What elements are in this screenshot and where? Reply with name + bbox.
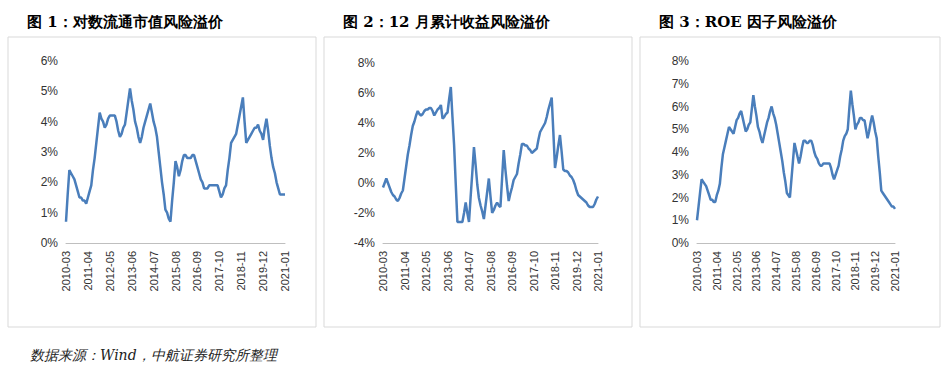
svg-text:2021-01: 2021-01 xyxy=(592,251,604,291)
svg-text:2011-04: 2011-04 xyxy=(399,251,411,291)
svg-text:2015-08: 2015-08 xyxy=(170,251,182,291)
svg-text:2013-06: 2013-06 xyxy=(442,251,454,291)
svg-text:2017-10: 2017-10 xyxy=(528,251,540,291)
svg-text:6%: 6% xyxy=(358,86,376,100)
svg-text:2019-12: 2019-12 xyxy=(571,251,583,291)
svg-text:2016-09: 2016-09 xyxy=(506,251,518,291)
svg-text:0%: 0% xyxy=(672,236,690,250)
svg-text:2017-10: 2017-10 xyxy=(213,251,225,291)
svg-text:7%: 7% xyxy=(672,77,690,91)
svg-text:2016-09: 2016-09 xyxy=(810,251,822,291)
svg-text:2010-03: 2010-03 xyxy=(60,251,72,291)
svg-text:2%: 2% xyxy=(41,175,59,189)
svg-text:8%: 8% xyxy=(672,54,690,68)
svg-text:1%: 1% xyxy=(672,213,690,227)
svg-text:2021-01: 2021-01 xyxy=(279,251,291,291)
svg-text:2010-03: 2010-03 xyxy=(377,251,389,291)
svg-text:5%: 5% xyxy=(672,122,690,136)
svg-text:数据来源：Wind，中航证券研究所整理: 数据来源：Wind，中航证券研究所整理 xyxy=(30,347,279,363)
svg-text:4%: 4% xyxy=(41,115,59,129)
svg-text:图 2：12 月累计收益风险溢价: 图 2：12 月累计收益风险溢价 xyxy=(343,13,551,31)
svg-text:2012-05: 2012-05 xyxy=(731,251,743,291)
svg-text:2014-07: 2014-07 xyxy=(463,251,475,291)
svg-text:6%: 6% xyxy=(672,100,690,114)
svg-text:-2%: -2% xyxy=(354,206,376,220)
svg-text:2021-01: 2021-01 xyxy=(889,251,901,291)
svg-text:3%: 3% xyxy=(672,168,690,182)
svg-text:4%: 4% xyxy=(672,145,690,159)
svg-text:图 3：ROE 因子风险溢价: 图 3：ROE 因子风险溢价 xyxy=(659,13,838,31)
svg-text:2011-04: 2011-04 xyxy=(82,251,94,291)
svg-text:2014-07: 2014-07 xyxy=(148,251,160,291)
svg-text:2010-03: 2010-03 xyxy=(691,251,703,291)
svg-text:2015-08: 2015-08 xyxy=(790,251,802,291)
svg-text:3%: 3% xyxy=(41,145,59,159)
svg-text:2013-06: 2013-06 xyxy=(126,251,138,291)
svg-text:2012-05: 2012-05 xyxy=(420,251,432,291)
svg-text:-4%: -4% xyxy=(354,236,376,250)
svg-text:2016-09: 2016-09 xyxy=(191,251,203,291)
svg-text:2%: 2% xyxy=(672,191,690,205)
svg-text:6%: 6% xyxy=(41,54,59,68)
svg-text:1%: 1% xyxy=(41,206,59,220)
svg-text:2018-11: 2018-11 xyxy=(549,251,561,291)
svg-text:0%: 0% xyxy=(358,176,376,190)
svg-text:2018-11: 2018-11 xyxy=(235,251,247,291)
svg-text:2012-05: 2012-05 xyxy=(104,251,116,291)
svg-text:4%: 4% xyxy=(358,116,376,130)
svg-text:2017-10: 2017-10 xyxy=(830,251,842,291)
svg-text:2013-06: 2013-06 xyxy=(750,251,762,291)
svg-text:5%: 5% xyxy=(41,84,59,98)
svg-text:2019-12: 2019-12 xyxy=(869,251,881,291)
svg-text:2011-04: 2011-04 xyxy=(711,251,723,291)
svg-text:2014-07: 2014-07 xyxy=(770,251,782,291)
svg-text:8%: 8% xyxy=(358,56,376,70)
svg-text:2015-08: 2015-08 xyxy=(485,251,497,291)
svg-text:0%: 0% xyxy=(41,236,59,250)
svg-text:图 1：对数流通市值风险溢价: 图 1：对数流通市值风险溢价 xyxy=(27,13,224,31)
svg-text:2%: 2% xyxy=(358,146,376,160)
svg-text:2019-12: 2019-12 xyxy=(257,251,269,291)
svg-text:2018-11: 2018-11 xyxy=(849,251,861,291)
